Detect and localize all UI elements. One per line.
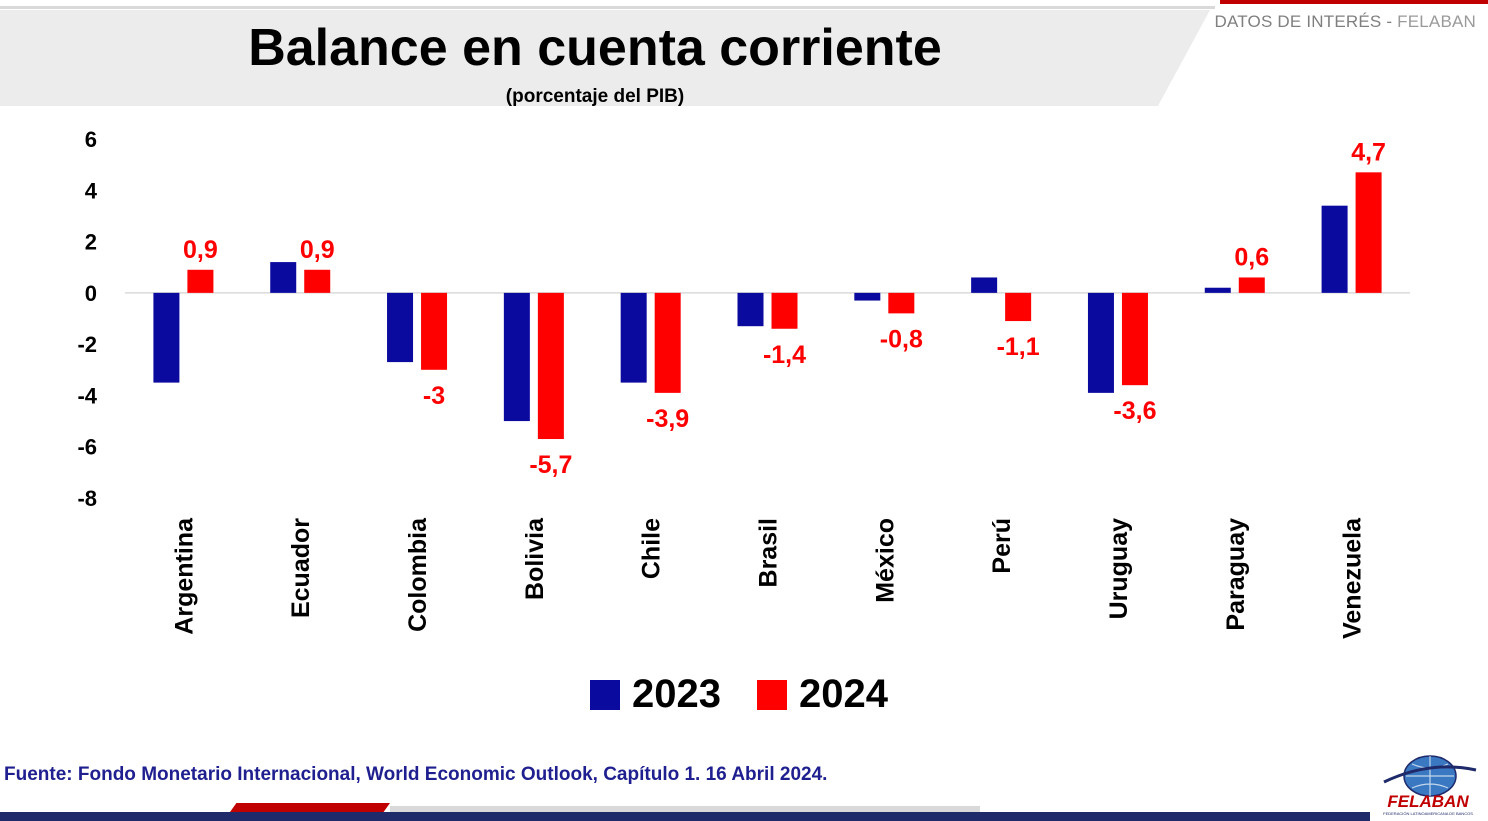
bar-2023 bbox=[1321, 205, 1348, 293]
y-tick-label: -6 bbox=[77, 435, 97, 460]
title-band bbox=[0, 10, 1210, 106]
header-tag: DATOS DE INTERÉS - FELABAN bbox=[1214, 12, 1476, 32]
bar-2024 bbox=[654, 292, 681, 393]
bar-2024 bbox=[771, 292, 798, 329]
y-tick-label: 0 bbox=[85, 281, 97, 306]
legend-item-2023: 2023 bbox=[590, 672, 721, 717]
bar-2023 bbox=[1087, 292, 1114, 393]
data-label-2024: -3,9 bbox=[646, 405, 689, 433]
top-rule bbox=[0, 0, 1488, 10]
category-label: Chile bbox=[638, 518, 666, 579]
bar-2023 bbox=[153, 292, 180, 383]
bar-2024 bbox=[304, 269, 331, 293]
legend-label-2023: 2023 bbox=[632, 672, 721, 716]
logo-subtext: FEDERACIÓN LATINOAMERICANA DE BANCOS bbox=[1383, 811, 1473, 816]
header-tag-brand: FELABAN bbox=[1397, 12, 1476, 31]
y-tick-label: -2 bbox=[77, 332, 97, 357]
bottom-bar-grey bbox=[390, 806, 980, 812]
bar-2023 bbox=[503, 292, 530, 422]
bar-2023 bbox=[620, 292, 647, 383]
bar-2024 bbox=[1355, 172, 1382, 293]
data-label-2024: 0,9 bbox=[300, 236, 335, 264]
category-label: Brasil bbox=[755, 518, 783, 587]
bar-2023 bbox=[737, 292, 764, 327]
legend-swatch-2024 bbox=[756, 679, 787, 710]
y-tick-label: 4 bbox=[85, 178, 98, 203]
data-label-2024: 0,9 bbox=[183, 236, 218, 264]
bar-2023 bbox=[270, 262, 297, 293]
bar-2024 bbox=[187, 269, 214, 293]
category-label: Ecuador bbox=[287, 518, 315, 618]
category-label: Bolivia bbox=[521, 517, 549, 600]
bar-2023 bbox=[1204, 287, 1231, 293]
category-label: Paraguay bbox=[1222, 518, 1250, 631]
y-tick-label: 2 bbox=[85, 230, 97, 255]
category-label: Venezuela bbox=[1339, 517, 1367, 639]
bar-2023 bbox=[854, 292, 881, 301]
legend-swatch-2023 bbox=[590, 679, 620, 710]
bar-2024 bbox=[1121, 292, 1148, 386]
bar-2024 bbox=[888, 292, 915, 314]
bar-2023 bbox=[971, 277, 998, 293]
y-tick-label: -8 bbox=[77, 486, 97, 511]
data-label-2024: -0,8 bbox=[880, 325, 923, 353]
header-tag-prefix: DATOS DE INTERÉS - bbox=[1214, 12, 1398, 31]
data-label-2024: -5,7 bbox=[529, 451, 572, 479]
data-label-2024: 4,7 bbox=[1351, 138, 1386, 166]
bar-2024 bbox=[421, 292, 448, 370]
logo-text: FELABAN bbox=[1387, 792, 1469, 811]
bar-2024 bbox=[1005, 292, 1032, 322]
chart-title: Balance en cuenta corriente bbox=[248, 19, 942, 77]
category-label: Argentina bbox=[170, 517, 198, 635]
data-label-2024: -3,6 bbox=[1113, 397, 1156, 425]
y-tick-label: 6 bbox=[85, 127, 97, 152]
legend-item-2024: 2024 bbox=[756, 672, 888, 717]
legend-label-2024: 2024 bbox=[798, 672, 888, 716]
chart-subtitle: (porcentaje del PIB) bbox=[505, 86, 685, 107]
y-tick-label: -4 bbox=[77, 383, 97, 408]
felaban-globe-icon bbox=[1383, 755, 1477, 797]
data-label-2024: -1,4 bbox=[763, 341, 806, 369]
source-note: Fuente: Fondo Monetario Internacional, W… bbox=[4, 764, 828, 785]
category-label: México bbox=[871, 518, 899, 603]
category-label: Perú bbox=[988, 518, 1016, 574]
bar-2024 bbox=[1238, 277, 1265, 293]
bar-2023 bbox=[387, 292, 414, 363]
top-rule-red bbox=[1220, 0, 1488, 4]
category-label: Colombia bbox=[404, 517, 432, 632]
bottom-bar-blue bbox=[0, 812, 1370, 821]
data-label-2024: 0,6 bbox=[1234, 243, 1269, 271]
data-label-2024: -1,1 bbox=[997, 333, 1040, 361]
top-rule-grey bbox=[0, 6, 1215, 9]
data-label-2024: -3 bbox=[423, 382, 445, 410]
bar-2024 bbox=[537, 292, 564, 440]
bottom-bar-red bbox=[230, 803, 390, 812]
legend: 2023 2024 bbox=[590, 672, 924, 717]
category-label: Uruguay bbox=[1105, 518, 1133, 620]
